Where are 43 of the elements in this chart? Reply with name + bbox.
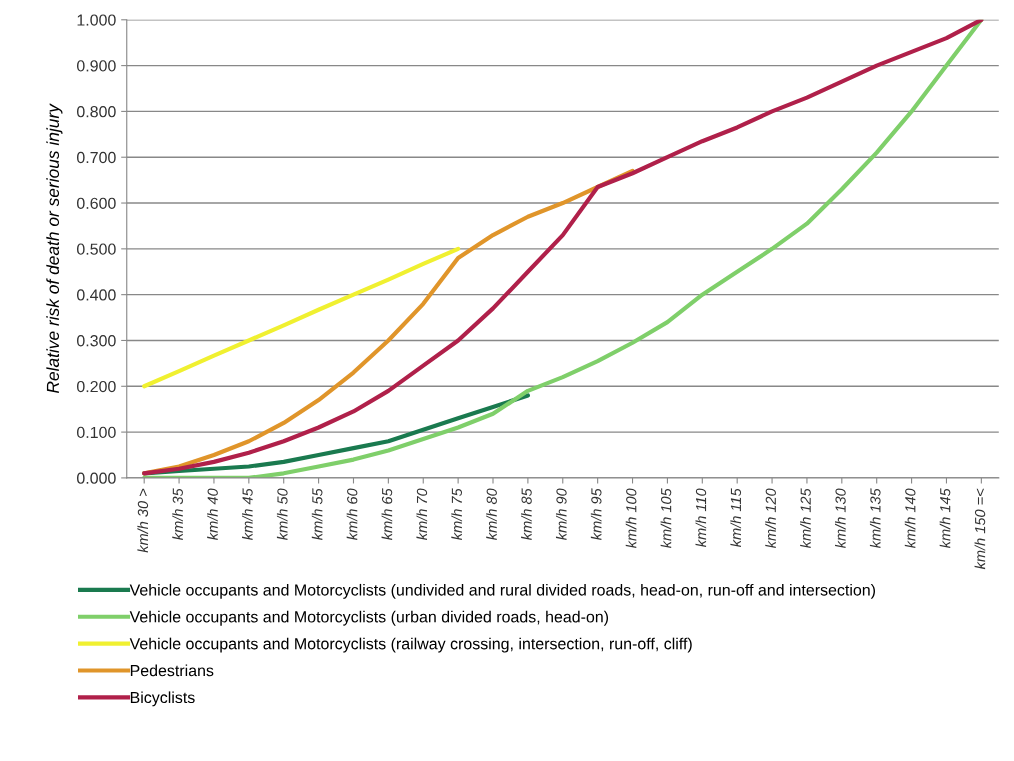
- x-tick-label: km/h 85: [521, 488, 532, 540]
- x-tick-label: km/h 140: [904, 488, 916, 549]
- x-tick-label: km/h 40: [207, 488, 218, 540]
- x-tick-label: km/h 90: [555, 488, 567, 540]
- x-tick-label: km/h 125: [800, 488, 811, 549]
- x-tick-label: km/h 105: [660, 488, 672, 549]
- y-tick-label: 0.200: [76, 380, 116, 393]
- x-tick-label: km/h 150 =<: [974, 488, 986, 570]
- y-axis-title: Relative risk of death or serious injury: [46, 103, 63, 394]
- y-tick-label: 0.800: [76, 106, 116, 118]
- x-tick-label: km/h 100: [625, 488, 637, 549]
- y-tick-label: 0.600: [76, 197, 116, 209]
- y-tick-label: 0.700: [76, 151, 116, 164]
- legend-label: Vehicle occupants and Motorcyclists (railway crossing, intersection, run-off, cliff): [129, 637, 692, 653]
- y-tick-label: 0.100: [76, 426, 116, 439]
- y-tick-label: 0.400: [76, 289, 116, 301]
- legend-label: Bicyclists: [130, 691, 195, 707]
- line-series: [142, 246, 461, 389]
- legend-label: Vehicle occupants and Motorcyclists (undivided and rural divided roads, head-on, run-off and intersection): [129, 583, 876, 599]
- x-tick-label: km/h 80: [486, 488, 497, 540]
- legend-label: Pedestrians: [130, 664, 214, 677]
- y-tick-label: 0.900: [76, 60, 116, 72]
- y-tick-label: 0.000: [76, 472, 116, 484]
- x-tick-label: km/h 30 >: [137, 488, 149, 553]
- x-tick-label: km/h 60: [346, 488, 358, 540]
- x-tick-label: km/h 95: [590, 488, 602, 540]
- x-tick-label: km/h 120: [765, 488, 776, 549]
- x-tick-label: km/h 70: [416, 488, 428, 540]
- y-tick-label: 0.500: [76, 243, 116, 255]
- x-tick-label: km/h 75: [451, 488, 463, 540]
- x-tick-label: km/h 45: [242, 488, 253, 540]
- x-tick-label: km/h 145: [939, 488, 951, 549]
- x-tick-label: km/h 135: [869, 488, 881, 549]
- x-tick-label: km/h 130: [835, 488, 846, 549]
- x-tick-label: km/h 50: [276, 488, 288, 540]
- x-tick-label: km/h 110: [695, 488, 707, 547]
- x-tick-label: km/h 55: [311, 488, 323, 540]
- legend-label: Vehicle occupants and Motorcyclists (urban divided roads, head-on): [129, 610, 609, 626]
- x-tick-label: km/h 115: [730, 488, 742, 547]
- x-tick-label: km/h 65: [381, 488, 393, 540]
- y-tick-label: 0.300: [76, 335, 116, 347]
- x-tick-label: km/h 35: [172, 488, 183, 540]
- y-tick-label: 1.000: [77, 14, 116, 26]
